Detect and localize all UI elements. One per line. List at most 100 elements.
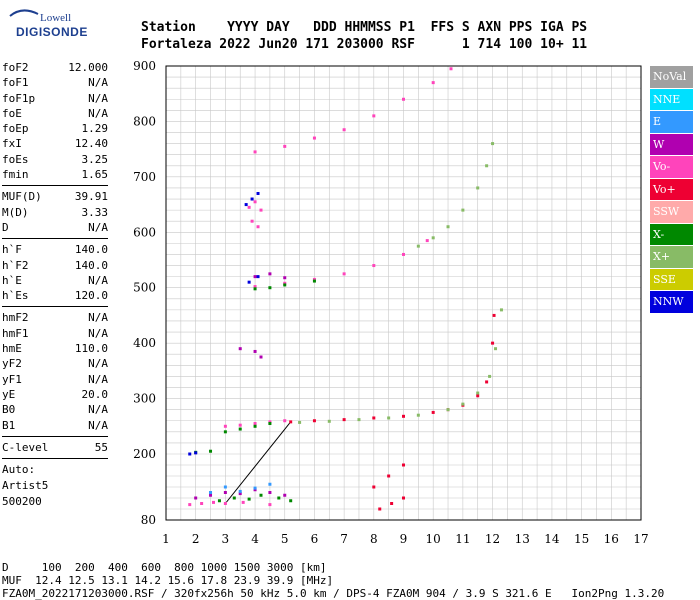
data-point: [256, 225, 260, 229]
data-point: [223, 502, 227, 505]
y-tick-label: 400: [133, 336, 156, 350]
data-point: [268, 422, 272, 426]
y-tick-label: 600: [133, 225, 156, 239]
legend-item: NoVal: [650, 66, 693, 88]
param-label: B1: [2, 418, 16, 432]
data-point: [223, 485, 227, 489]
data-point: [250, 219, 254, 223]
param-label: foEs: [2, 152, 29, 166]
param-value: N/A: [88, 357, 108, 371]
param-label: h`F2: [2, 258, 29, 272]
data-point: [372, 114, 376, 118]
data-point: [446, 408, 450, 412]
param-value: 140.0: [74, 243, 108, 257]
param-label: yF1: [2, 372, 22, 386]
data-point: [247, 205, 251, 209]
data-point: [209, 493, 213, 497]
param-label: foF2: [2, 61, 29, 74]
data-point: [390, 502, 394, 505]
data-point: [253, 150, 257, 154]
data-point: [372, 416, 376, 420]
legend-item: NNW: [650, 291, 693, 313]
param-label: foF1p: [2, 91, 36, 105]
data-point: [402, 252, 405, 256]
param-label: foF1: [2, 76, 29, 90]
param-value: 120.0: [74, 289, 108, 303]
data-point: [268, 420, 272, 424]
param-label: yE: [2, 387, 16, 401]
data-point: [283, 283, 287, 287]
data-point: [250, 197, 254, 201]
data-point: [289, 420, 293, 424]
header-values: Fortaleza 2022 Jun20 171 203000 RSF 1 71…: [141, 37, 588, 52]
param-value: N/A: [88, 76, 108, 90]
auto-version: 500200: [2, 495, 42, 509]
param-row: h`E N/A: [2, 273, 108, 288]
data-point: [431, 410, 435, 414]
y-tick-label: 300: [133, 392, 156, 406]
param-row: h`Es 120.0: [2, 288, 108, 303]
param-value: N/A: [88, 220, 108, 234]
data-point: [312, 136, 316, 140]
data-point: [416, 244, 420, 248]
params-group-clevel: C-level 55: [2, 440, 108, 455]
data-point: [223, 424, 227, 428]
data-point: [416, 413, 420, 417]
data-point: [342, 128, 346, 132]
params-group-profile: hmF2 N/A hmF1 N/A hmE 110.0 yF2 N/A yF1 N/A yE 20.0…: [2, 310, 108, 432]
logo-line1: Lowell: [40, 12, 72, 24]
param-row: yE 20.0: [2, 387, 108, 402]
data-point: [188, 452, 192, 456]
params-group-critical-frequencies: foF2 12.000 foF1 N/A foF1p N/A foE N/A foEp 1.29 f…: [2, 60, 108, 182]
x-tick-label: 6: [311, 532, 319, 546]
data-point: [238, 489, 242, 493]
param-value: N/A: [88, 372, 108, 386]
legend-item: SSW: [650, 201, 693, 223]
y-tick-label: 900: [133, 59, 156, 73]
data-point: [312, 419, 316, 423]
data-point: [268, 482, 272, 486]
data-point: [485, 164, 489, 168]
param-label: foE: [2, 106, 22, 120]
data-point: [238, 427, 242, 431]
param-label: hmE: [2, 342, 22, 356]
data-point: [253, 349, 257, 353]
data-point: [268, 491, 272, 494]
param-row: C-level 55: [2, 440, 108, 455]
data-point: [494, 347, 498, 351]
x-tick-label: 8: [370, 532, 378, 546]
data-point: [491, 142, 495, 146]
data-point: [253, 422, 257, 426]
param-row: fxI 12.40: [2, 136, 108, 151]
param-label: MUF(D): [2, 190, 42, 204]
data-point: [259, 493, 263, 497]
x-tick-label: 4: [251, 532, 259, 546]
footer-muf: MUF 12.4 12.5 13.1 14.2 15.6 17.8 23.9 3…: [2, 574, 334, 587]
data-point: [402, 496, 405, 500]
data-point: [431, 236, 435, 240]
param-label: h`E: [2, 273, 22, 287]
data-point: [268, 503, 272, 507]
data-point: [372, 485, 376, 489]
param-value: N/A: [88, 326, 108, 340]
legend-item: Vo-: [650, 156, 693, 178]
data-point: [342, 272, 346, 276]
data-point: [194, 451, 198, 455]
data-point: [238, 492, 242, 496]
data-point: [312, 277, 316, 281]
x-tick-label: 12: [485, 532, 500, 546]
param-row: foF2 12.000: [2, 60, 108, 75]
data-point: [283, 144, 287, 148]
param-value: 140.0: [74, 258, 108, 272]
auto-program: Artist5: [2, 479, 49, 493]
data-point: [425, 239, 429, 243]
x-tick-label: 2: [192, 532, 200, 546]
data-point: [289, 499, 293, 503]
param-value: 12.40: [74, 137, 108, 151]
plot-frame: [165, 65, 642, 521]
data-point: [298, 420, 302, 424]
param-value: 1.65: [81, 168, 109, 182]
param-row: foF1 N/A: [2, 75, 108, 90]
data-point: [283, 281, 287, 285]
